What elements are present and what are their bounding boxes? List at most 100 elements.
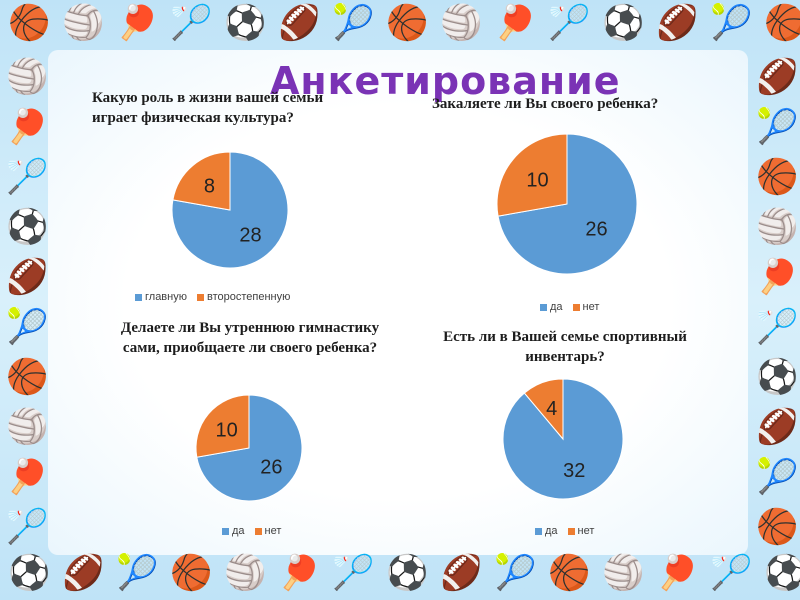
legend-label: да [550, 301, 563, 313]
chart-4-legend: да нет [535, 525, 594, 537]
badminton-icon: 🏸 [548, 4, 591, 42]
legend-label: нет [264, 525, 282, 537]
chart-3-question: Делаете ли Вы утреннюю гимнастику сами, … [120, 320, 380, 356]
tennis-racket-icon: 🎾 [6, 308, 49, 346]
legend-item: главную [135, 291, 187, 303]
pie-data-label: 26 [260, 457, 282, 479]
football-icon: 🏈 [62, 554, 105, 592]
tennis-racket-icon: 🎾 [116, 554, 159, 592]
basketball-icon: 🏀 [756, 158, 799, 196]
football-icon: 🏈 [6, 258, 49, 296]
badminton-icon: 🏸 [6, 508, 49, 546]
ping-pong-icon: 🏓 [656, 554, 699, 592]
volleyball-icon: 🏐 [6, 58, 49, 96]
football-icon: 🏈 [656, 4, 699, 42]
legend-item: нет [254, 525, 282, 537]
legend-swatch-blue [540, 303, 547, 311]
pie-data-label: 26 [585, 219, 607, 241]
pie-slice [523, 378, 564, 441]
chart-3-pie: 26 10 [195, 394, 303, 502]
chart-2-legend: да нет [540, 301, 599, 313]
pie-data-label: 10 [216, 419, 238, 441]
chart-2-question: Закаляете ли Вы своего ребенка? [432, 96, 659, 112]
chart-4-question: Есть ли в Вашей семье спортивный инвента… [443, 329, 687, 365]
volleyball-icon: 🏐 [224, 554, 267, 592]
legend-label: да [545, 525, 558, 537]
badminton-icon: 🏸 [332, 554, 375, 592]
volleyball-icon: 🏐 [602, 554, 645, 592]
basketball-icon: 🏀 [386, 4, 429, 42]
legend-label: второстепенную [206, 291, 291, 303]
soccer-ball-icon: ⚽ [756, 358, 799, 396]
legend-item: да [540, 301, 563, 313]
volleyball-icon: 🏐 [756, 208, 799, 246]
basketball-icon: 🏀 [756, 508, 799, 546]
legend-label: нет [577, 525, 595, 537]
pie-slice [195, 394, 250, 458]
legend-swatch-orange [572, 303, 580, 311]
basketball-icon: 🏀 [548, 554, 591, 592]
volleyball-icon: 🏐 [440, 4, 483, 42]
ping-pong-icon: 🏓 [116, 4, 159, 42]
content-panel [48, 50, 748, 555]
soccer-ball-icon: ⚽ [764, 554, 800, 592]
football-icon: 🏈 [278, 4, 321, 42]
badminton-icon: 🏸 [170, 4, 213, 42]
football-icon: 🏈 [756, 408, 799, 446]
tennis-racket-icon: 🎾 [710, 4, 753, 42]
basketball-icon: 🏀 [170, 554, 213, 592]
pie-data-label: 32 [563, 460, 585, 482]
pie-data-label: 8 [204, 176, 215, 198]
legend-swatch-orange [254, 527, 262, 535]
pie-slice [496, 133, 568, 217]
football-icon: 🏈 [756, 58, 799, 96]
basketball-icon: 🏀 [8, 4, 51, 42]
legend-swatch-orange [567, 527, 575, 535]
volleyball-icon: 🏐 [62, 4, 105, 42]
legend-label: нет [582, 301, 600, 313]
chart-1-legend: главную второстепенную [135, 291, 290, 303]
soccer-ball-icon: ⚽ [6, 208, 49, 246]
legend-item: да [222, 525, 245, 537]
legend-label: главную [145, 291, 187, 303]
pie-slice [172, 151, 231, 211]
ping-pong-icon: 🏓 [494, 4, 537, 42]
ping-pong-icon: 🏓 [6, 108, 49, 146]
legend-item: нет [567, 525, 595, 537]
pie-slice [497, 133, 638, 275]
legend-swatch-blue [535, 527, 542, 535]
volleyball-icon: 🏐 [6, 408, 49, 446]
soccer-ball-icon: ⚽ [224, 4, 267, 42]
ping-pong-icon: 🏓 [6, 458, 49, 496]
soccer-ball-icon: ⚽ [8, 554, 51, 592]
pie-data-label: 28 [239, 224, 261, 246]
chart-3-legend: да нет [222, 525, 281, 537]
tennis-racket-icon: 🎾 [332, 4, 375, 42]
basketball-icon: 🏀 [764, 4, 800, 42]
legend-item: да [535, 525, 558, 537]
legend-swatch-orange [196, 293, 204, 301]
legend-swatch-blue [135, 293, 142, 301]
ping-pong-icon: 🏓 [756, 258, 799, 296]
soccer-ball-icon: ⚽ [386, 554, 429, 592]
soccer-ball-icon: ⚽ [602, 4, 645, 42]
basketball-icon: 🏀 [6, 358, 49, 396]
legend-item: второстепенную [196, 291, 291, 303]
ping-pong-icon: 🏓 [278, 554, 321, 592]
football-icon: 🏈 [440, 554, 483, 592]
chart-4-pie: 32 4 [502, 378, 624, 500]
tennis-racket-icon: 🎾 [756, 458, 799, 496]
pie-data-label: 4 [546, 398, 557, 420]
badminton-icon: 🏸 [756, 308, 799, 346]
chart-2-pie: 26 10 [496, 133, 638, 275]
legend-swatch-blue [222, 527, 229, 535]
badminton-icon: 🏸 [6, 158, 49, 196]
tennis-racket-icon: 🎾 [756, 108, 799, 146]
badminton-icon: 🏸 [710, 554, 753, 592]
chart-1-question: Какую роль в жизни вашей семьи играет фи… [92, 90, 324, 126]
legend-label: да [232, 525, 245, 537]
tennis-racket-icon: 🎾 [494, 554, 537, 592]
legend-item: нет [572, 301, 600, 313]
pie-data-label: 10 [526, 169, 548, 191]
